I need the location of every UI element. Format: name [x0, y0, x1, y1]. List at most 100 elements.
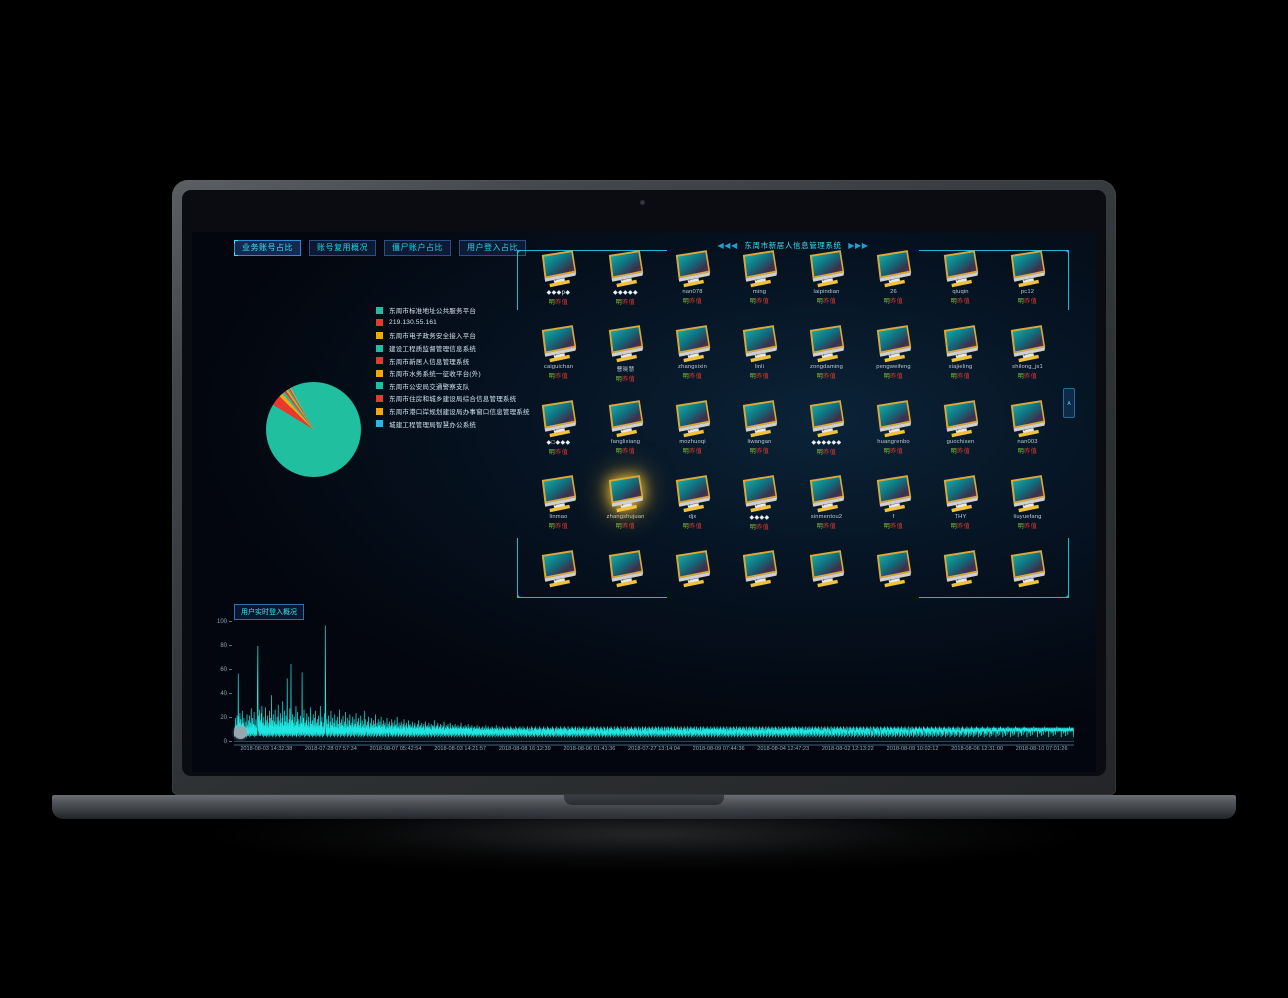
monitor-cell[interactable]: pc12 明昨值: [994, 246, 1061, 318]
monitor-cell[interactable]: [860, 546, 927, 618]
legend-item[interactable]: 东周市住房和城乡建设局综合信息管理系统: [376, 392, 530, 405]
legend-item[interactable]: 东周市水务系统一征收平台(外): [376, 367, 530, 380]
legend-color-swatch-icon: [376, 382, 383, 390]
monitor-cell-active[interactable]: zhangshujuan 明昨值: [592, 471, 659, 543]
tab-zombie-account-ratio[interactable]: 僵尸账户占比: [384, 240, 451, 256]
status-char-3: 值: [762, 448, 770, 455]
x-axis-line: [234, 741, 1074, 742]
monitor-status-badge: 明昨值: [951, 446, 971, 455]
chart-plot-area: 0 20 40 60 80 100 2018-08-03 14:32:38 2018-07-…: [217, 619, 1074, 752]
monitor-cell[interactable]: mozhuoqi 明昨值: [659, 396, 726, 468]
monitor-cell[interactable]: 曹晓慧 明昨值: [592, 321, 659, 393]
monitor-cell[interactable]: qiuqin 明昨值: [927, 246, 994, 318]
chart-scroll-track[interactable]: [234, 744, 1074, 746]
chart-line: [234, 625, 1074, 738]
monitor-status-badge: 明昨值: [884, 446, 904, 455]
arrow-right-icon[interactable]: ▶▶▶: [848, 241, 869, 250]
monitor-cell[interactable]: nan003 明昨值: [994, 396, 1061, 468]
monitor-cell[interactable]: [726, 546, 793, 618]
monitor-user-name: f: [892, 514, 895, 520]
legend-item[interactable]: 东周市公安局交通警察支队: [376, 380, 530, 393]
monitor-user-name: THY: [954, 514, 967, 520]
status-char-2: 昨: [622, 448, 629, 455]
legend-item-label: 219.130.55.161: [389, 319, 437, 327]
legend-item[interactable]: 东周市标准地址公共服务平台: [376, 304, 530, 317]
status-char-1: 明: [749, 373, 757, 380]
monitor-icon: [939, 398, 983, 438]
x-axis-tick-label: 2018-08-07 05:42:54: [369, 746, 422, 752]
monitor-cell[interactable]: zhangxixin 明昨值: [659, 321, 726, 393]
monitor-cell[interactable]: [592, 546, 659, 618]
status-char-1: 明: [682, 448, 690, 455]
monitor-cell[interactable]: [994, 546, 1061, 618]
monitor-cell[interactable]: THY 明昨值: [927, 471, 994, 543]
monitor-cell[interactable]: ◆◆◆p◆ 明昨值: [525, 246, 592, 318]
legend-item[interactable]: 城建工程管理局智慧办公系统: [376, 417, 530, 430]
monitor-cell[interactable]: guochisen 明昨值: [927, 396, 994, 468]
legend-item[interactable]: 东周市新居人信息管理系统: [376, 354, 530, 367]
monitor-cell[interactable]: 26 明昨值: [860, 246, 927, 318]
monitor-cell[interactable]: shilong_js1 明昨值: [994, 321, 1061, 393]
status-char-1: 明: [749, 524, 757, 531]
status-char-1: 明: [548, 523, 556, 530]
legend-item[interactable]: 东周市港口岸规划建设局办事窗口信息管理系统: [376, 405, 530, 418]
monitor-cell[interactable]: liwangan 明昨值: [726, 396, 793, 468]
monitor-status-badge: 明昨值: [683, 296, 703, 305]
monitor-cell[interactable]: nan078 明昨值: [659, 246, 726, 318]
monitor-cell[interactable]: linli 明昨值: [726, 321, 793, 393]
frame-edge-top-left: [517, 250, 667, 251]
legend-item-label: 东周市公安局交通警察支队: [389, 383, 470, 391]
monitor-cell[interactable]: fanglixiang 明昨值: [592, 396, 659, 468]
legend-item[interactable]: 建设工程质监督管理信息系统: [376, 342, 530, 355]
monitor-status-badge: 明昨值: [817, 296, 837, 305]
monitor-cell[interactable]: djx 明昨值: [659, 471, 726, 543]
monitor-cell[interactable]: laipindian 明昨值: [793, 246, 860, 318]
frame-edge-left-top: [517, 250, 518, 310]
x-axis-tick-label: 2018-08-08 16:12:39: [498, 746, 551, 752]
monitor-icon: [537, 548, 581, 588]
monitor-cell[interactable]: [793, 546, 860, 618]
monitor-cell[interactable]: ◆◆◆◆◆ 明昨值: [592, 246, 659, 318]
monitor-cell[interactable]: xiajieling 明昨值: [927, 321, 994, 393]
monitor-user-name: huangrenbo: [877, 439, 910, 445]
tab-business-account-ratio[interactable]: 业务账号占比: [234, 240, 301, 256]
monitor-cell[interactable]: [525, 546, 592, 618]
monitor-cell[interactable]: [927, 546, 994, 618]
status-char-2: 昨: [957, 448, 964, 455]
monitor-cell[interactable]: zongdaming 明昨值: [793, 321, 860, 393]
monitor-cell[interactable]: ◆◆◆◆ 明昨值: [726, 471, 793, 543]
arrow-left-icon[interactable]: ◀◀◀: [717, 241, 738, 250]
tab-user-login-ratio[interactable]: 用户登入占比: [459, 240, 526, 256]
monitor-cell[interactable]: linmao 明昨值: [525, 471, 592, 543]
legend-item-label: 城建工程管理局智慧办公系统: [389, 421, 477, 429]
monitor-icon: [805, 248, 849, 288]
status-char-2: 昨: [957, 298, 964, 305]
monitor-cell[interactable]: ◆◆◆◆◆◆ 明昨值: [793, 396, 860, 468]
monitor-cell[interactable]: f 明昨值: [860, 471, 927, 543]
monitor-icon: [738, 398, 782, 438]
x-axis-tick-label: 2018-07-27 13:14:04: [628, 746, 680, 752]
business-account-pie-chart: 东周市标准地址公共服务平台 219.130.55.161 东周市电子政务安全接入平台…: [228, 304, 608, 544]
chart-scroll-handle[interactable]: [234, 726, 247, 739]
pie-slice-group[interactable]: [266, 382, 361, 477]
monitor-status-badge: 明昨值: [549, 297, 569, 306]
monitor-cell[interactable]: ming 明昨值: [726, 246, 793, 318]
status-char-3: 值: [628, 523, 636, 530]
panel-title-text: 东周市新居人信息管理系统: [744, 241, 842, 250]
monitor-cell[interactable]: liuyuefang 明昨值: [994, 471, 1061, 543]
monitor-cell[interactable]: huangrenbo 明昨值: [860, 396, 927, 468]
frame-edge-top-right: [919, 250, 1069, 251]
tab-account-reuse-overview[interactable]: 账号复用概况: [309, 240, 376, 256]
legend-item[interactable]: 东周市电子政务安全接入平台: [376, 329, 530, 342]
monitor-user-name: 26: [890, 289, 897, 295]
monitor-cell[interactable]: ◆□◆◆◆ 明昨值: [525, 396, 592, 468]
monitor-cell[interactable]: sinmentou2 明昨值: [793, 471, 860, 543]
monitor-status-badge: 明昨值: [616, 297, 636, 306]
legend-item[interactable]: 219.130.55.161: [376, 317, 530, 330]
status-char-1: 明: [950, 298, 958, 305]
monitor-cell[interactable]: caiguichan 明昨值: [525, 321, 592, 393]
monitor-cell[interactable]: pengweifeng 明昨值: [860, 321, 927, 393]
monitor-cell[interactable]: [659, 546, 726, 618]
panel-side-tab[interactable]: A: [1063, 388, 1075, 418]
monitor-icon: [1006, 248, 1050, 288]
